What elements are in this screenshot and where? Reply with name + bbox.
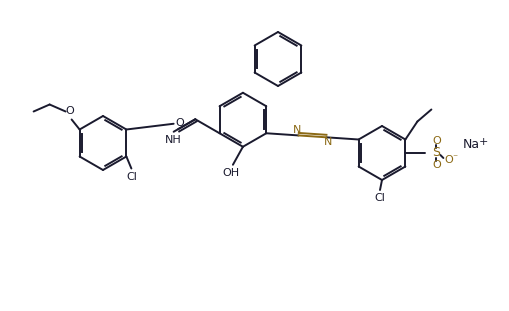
Text: N: N — [293, 125, 301, 135]
Text: Cl: Cl — [126, 171, 137, 182]
Text: ⁻: ⁻ — [453, 153, 458, 163]
Text: NH: NH — [165, 135, 182, 145]
Text: OH: OH — [222, 168, 240, 178]
Text: O: O — [176, 118, 184, 128]
Text: +: + — [478, 137, 488, 147]
Text: Cl: Cl — [375, 193, 385, 203]
Text: O: O — [65, 106, 74, 117]
Text: O: O — [432, 136, 441, 146]
Text: O: O — [432, 160, 441, 170]
Text: Na: Na — [463, 138, 480, 151]
Text: O: O — [444, 155, 453, 165]
Text: N: N — [324, 137, 332, 147]
Text: S: S — [432, 146, 440, 160]
